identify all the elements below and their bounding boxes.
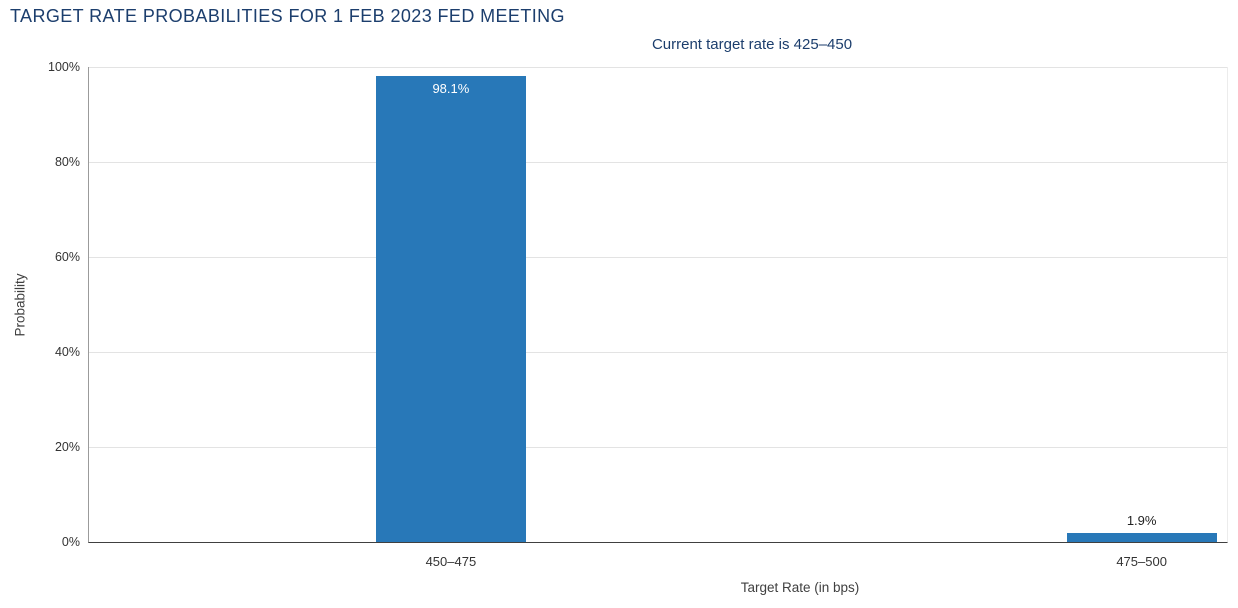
y-axis-title: Probability	[12, 273, 28, 337]
y-tick-label: 60%	[54, 250, 80, 264]
x-tick-label: 475–500	[1116, 554, 1167, 569]
gridline	[89, 352, 1227, 353]
bar-value-label: 1.9%	[1126, 512, 1157, 528]
plot-area: 0% 20% 40% 60% 80% 100% 98.1% 450–475 1.9% 475–50…	[48, 60, 1228, 569]
y-tick-label: 80%	[54, 155, 80, 169]
probability-bar[interactable]	[1066, 532, 1217, 542]
x-tick-label: 450–475	[425, 554, 477, 569]
y-tick-label: 100%	[48, 60, 80, 74]
bar-value-label: 98.1%	[432, 81, 470, 97]
x-axis-title: Target Rate (in bps)	[740, 580, 860, 595]
chart-title: TARGET RATE PROBABILITIES FOR 1 FEB 2023…	[10, 6, 565, 26]
y-tick-label: 40%	[54, 345, 80, 359]
chart-subtitle: Current target rate is 425–450	[651, 36, 853, 53]
y-tick-label: 0%	[61, 535, 80, 549]
gridline	[89, 257, 1227, 258]
gridline	[89, 67, 1227, 68]
y-tick-label: 20%	[54, 440, 80, 454]
probability-bar[interactable]	[375, 76, 526, 542]
gridline	[89, 162, 1227, 163]
gridline	[89, 447, 1227, 448]
